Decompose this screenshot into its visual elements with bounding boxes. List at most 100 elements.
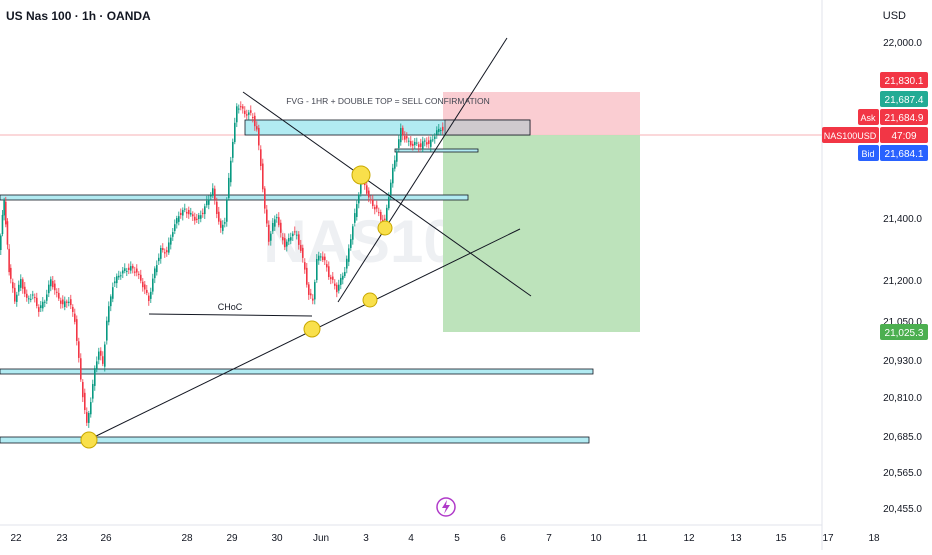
candle-body [372,199,374,207]
candle-body [170,237,172,245]
candle-body [28,298,30,300]
candle-body [194,216,196,221]
candle-body [94,368,96,386]
candle-body [306,267,308,285]
x-tick-label: 4 [408,533,414,544]
candle-body [188,210,190,215]
choc-line[interactable] [148,313,313,317]
candle-body [148,295,150,301]
entry-box[interactable] [394,148,479,153]
take-profit-zone[interactable] [443,135,640,332]
support-box-lower[interactable] [0,436,590,444]
candle-body [62,299,64,305]
x-tick-label: 5 [454,533,460,544]
candle-body [326,264,328,268]
candle-body [196,218,198,220]
candle-body [30,298,32,300]
candle-body [70,299,72,306]
candle-body [222,224,224,231]
candle-body [268,224,270,242]
candle-body [142,281,144,288]
candle-body [272,222,274,232]
rising-wedge-line[interactable] [337,37,508,303]
candle-body [342,275,344,280]
candle-body [184,208,186,210]
candle-body [90,402,92,415]
candle-body [5,201,7,225]
x-tick-label: 13 [730,533,742,544]
time-axis[interactable]: 22 23 26 28 29 30 Jun 3 4 5 6 7 10 11 12… [10,533,880,544]
candle-body [132,265,134,269]
candle-body [412,143,414,146]
candle-body [420,143,422,147]
candle-body [22,279,24,289]
candle-body [370,199,372,201]
retest-marker[interactable] [377,220,393,236]
ask-label-text: Ask [860,113,876,123]
currency-label: USD [882,10,906,22]
candle-body [270,233,272,241]
price-axis[interactable]: 22,000.0 21,400.0 21,200.0 21,050.0 20,9… [883,38,922,515]
candle-body [14,287,16,302]
candle-body [100,350,102,356]
candle-body [40,305,42,309]
uptrend-line[interactable] [87,228,521,441]
candle-body [72,306,74,312]
candle-body [220,220,222,228]
candle-body [322,256,324,261]
candle-body [396,152,398,162]
trendline-touch-marker[interactable] [362,292,378,308]
candle-body [164,252,166,254]
lightning-icon[interactable] [436,497,456,517]
x-tick-label: 12 [683,533,695,544]
candle-body [368,190,370,198]
downtrend-line[interactable] [242,91,532,297]
choc-label: CHoC [218,302,243,312]
candle-body [300,244,302,251]
candle-body [24,286,26,294]
candle-body [304,262,306,270]
candle-body [262,163,264,190]
candle-body [336,284,338,293]
candle-body [244,110,246,115]
swing-low-marker[interactable] [80,431,98,449]
candle-body [380,211,382,220]
x-tick-label: 6 [500,533,506,544]
y-tick-label: 20,930.0 [883,356,922,367]
candle-body [392,167,394,184]
breakout-marker[interactable] [351,165,371,185]
higher-low-marker[interactable] [303,320,321,338]
candle-body [400,128,402,143]
support-box-upper[interactable] [0,368,594,375]
bid-price-text: 21,684.1 [885,149,924,160]
candle-body [434,136,436,140]
candle-body [92,384,94,399]
candle-body [254,115,256,127]
candle-body [224,222,226,224]
candle-body [292,233,294,237]
candle-body [204,206,206,215]
y-tick-label: 20,810.0 [883,393,922,404]
candle-body [208,199,210,205]
x-tick-label: 18 [868,533,880,544]
chart-title: US Nas 100 · 1h · OANDA [6,9,151,23]
candle-body [154,268,156,279]
candle-body [284,238,286,248]
candle-body [18,284,20,292]
candle-body [84,392,86,410]
y-tick-label: 21,400.0 [883,214,922,225]
candle-body [50,279,52,287]
candle-body [74,313,76,322]
candle-body [216,201,218,215]
candle-body [442,126,444,131]
candle-body [8,248,10,273]
candle-body [152,278,154,292]
symbol-tag [822,127,879,143]
candle-body [242,106,244,109]
candle-body [10,267,12,279]
y-tick-label: 20,685.0 [883,432,922,443]
candle-body [106,320,108,341]
resistance-box[interactable] [0,194,469,201]
